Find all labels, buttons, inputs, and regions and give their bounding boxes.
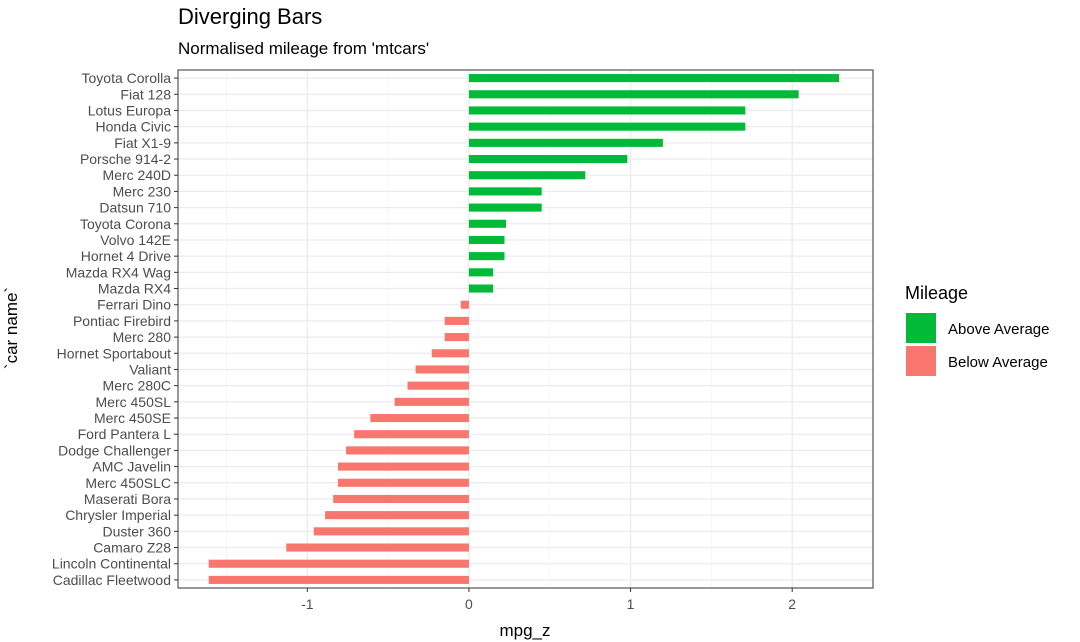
grid-lines: [178, 70, 873, 588]
bar: [346, 446, 469, 455]
y-tick-label: Hornet Sportabout: [57, 345, 172, 361]
bar: [208, 559, 469, 568]
bar: [468, 154, 628, 164]
legend-label-above-average: Above Average: [948, 321, 1049, 338]
bar: [468, 203, 542, 212]
x-tick-label: -1: [301, 596, 314, 612]
y-tick-label: Mazda RX4: [98, 281, 171, 297]
y-tick-label: Merc 450SE: [94, 410, 171, 426]
plot-panel: [177, 69, 874, 589]
x-axis-ticks: -1 0 1 2: [301, 588, 796, 612]
y-tick-label: Lotus Europa: [88, 102, 171, 118]
bar: [444, 316, 469, 325]
y-tick-label: Merc 240D: [103, 167, 171, 183]
y-tick-label: Duster 360: [103, 523, 172, 539]
bar: [468, 284, 494, 293]
x-tick-label: 2: [788, 596, 796, 612]
bar: [460, 300, 469, 309]
bar: [431, 349, 469, 358]
y-tick-label: Fiat X1-9: [114, 135, 171, 151]
y-tick-label: Chrysler Imperial: [65, 507, 171, 523]
y-tick-label: Porsche 914-2: [80, 151, 171, 167]
plot-background: [178, 70, 873, 588]
bar: [444, 333, 469, 342]
bar: [468, 90, 799, 99]
chart-subtitle: Normalised mileage from 'mtcars': [178, 39, 429, 58]
chart-title: Diverging Bars: [178, 4, 322, 29]
bar: [338, 462, 469, 471]
bar: [468, 219, 507, 228]
y-axis-title: `car name`: [2, 287, 21, 369]
y-tick-label: Merc 450SL: [96, 394, 172, 410]
y-tick-label: Cadillac Fleetwood: [53, 572, 171, 588]
legend-title: Mileage: [905, 283, 968, 303]
y-tick-label: Mazda RX4 Wag: [66, 264, 171, 280]
bar: [394, 397, 469, 406]
bar: [333, 494, 469, 504]
bar: [468, 235, 505, 245]
y-tick-label: Toyota Corolla: [82, 70, 172, 86]
y-tick-label: Camaro Z28: [93, 540, 171, 556]
bar: [407, 381, 469, 390]
y-tick-label: Merc 280C: [103, 378, 171, 394]
legend: Mileage Above Average Below Average: [905, 283, 1049, 376]
bars: [208, 74, 840, 584]
y-tick-label: Lincoln Continental: [52, 556, 171, 572]
bar: [338, 478, 469, 487]
bar: [468, 187, 542, 196]
bar: [468, 171, 586, 180]
y-tick-label: Toyota Corona: [80, 216, 171, 232]
y-tick-label: Merc 230: [113, 183, 172, 199]
y-tick-label: Ferrari Dino: [97, 297, 171, 313]
bar: [354, 430, 469, 439]
bar: [468, 138, 663, 147]
bar: [468, 122, 746, 131]
legend-label-below-average: Below Average: [948, 354, 1048, 371]
y-tick-label: Honda Civic: [96, 119, 171, 135]
y-tick-label: Fiat 128: [120, 86, 171, 102]
y-tick-label: Datsun 710: [99, 200, 171, 216]
bar: [468, 268, 494, 277]
y-tick-label: Dodge Challenger: [58, 442, 171, 458]
bar: [370, 413, 469, 423]
x-tick-label: 0: [465, 596, 473, 612]
bar: [325, 511, 469, 520]
y-tick-label: Merc 450SLC: [85, 475, 171, 491]
bar: [313, 527, 469, 536]
bar: [286, 543, 469, 552]
y-tick-label: Hornet 4 Drive: [81, 248, 171, 264]
y-tick-label: Pontiac Firebird: [73, 313, 171, 329]
bar: [468, 106, 746, 115]
bar: [468, 74, 840, 83]
y-tick-label: Valiant: [129, 361, 171, 377]
x-axis-title: mpg_z: [499, 621, 550, 640]
y-tick-label: AMC Javelin: [92, 459, 171, 475]
bar: [208, 575, 469, 584]
y-tick-label: Volvo 142E: [100, 232, 171, 248]
legend-swatch-below-average: [906, 346, 936, 376]
legend-swatch-above-average: [906, 313, 936, 343]
x-tick-label: 1: [627, 596, 635, 612]
y-tick-label: Maserati Bora: [84, 491, 171, 507]
bar: [415, 365, 469, 374]
y-tick-label: Ford Pantera L: [78, 426, 172, 442]
y-tick-label: Merc 280: [113, 329, 172, 345]
bar: [468, 252, 505, 261]
